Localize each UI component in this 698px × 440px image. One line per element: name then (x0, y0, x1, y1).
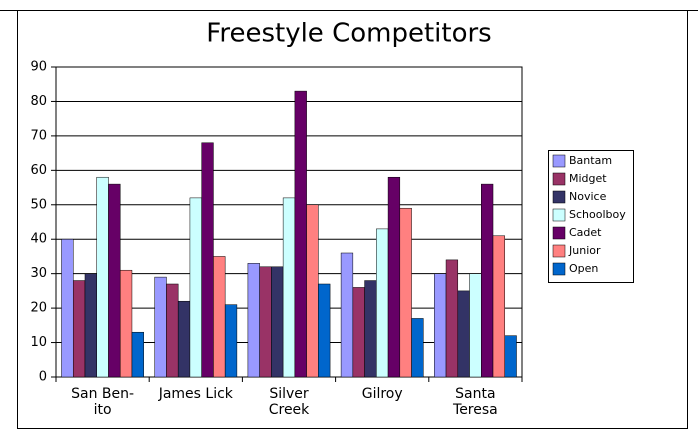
bar (96, 176, 109, 378)
y-tick-label: 80 (30, 94, 47, 109)
bar (247, 263, 260, 378)
legend-swatch (552, 190, 566, 204)
legend-swatch (552, 208, 566, 222)
legend-label: Junior (568, 244, 601, 257)
bar (201, 142, 214, 378)
bar (131, 331, 144, 378)
legend-swatch (552, 172, 566, 186)
bar (387, 176, 401, 378)
y-tick-label: 10 (30, 335, 47, 350)
frame (17, 10, 688, 429)
legend-swatch (552, 154, 566, 168)
bar (457, 290, 470, 378)
bar (492, 235, 506, 378)
bar (177, 300, 191, 378)
bar (282, 197, 296, 378)
legend-label: Novice (569, 190, 607, 203)
bar (294, 90, 307, 378)
y-tick-label: 40 (30, 232, 47, 247)
y-tick-label: 60 (30, 163, 47, 178)
x-tick-label: San Ben- ito (71, 386, 135, 418)
bar (445, 259, 459, 378)
y-tick-label: 70 (30, 128, 47, 143)
x-tick-label: Santa Teresa (453, 386, 498, 418)
chart-title: Freestyle Competitors (206, 19, 491, 49)
x-tick-label: James Lick (158, 386, 233, 402)
bar (411, 318, 424, 378)
x-tick-label: Silver Creek (268, 386, 310, 418)
legend-label: Schoolboy (569, 208, 626, 221)
bar (84, 273, 97, 378)
legend-swatch (552, 262, 566, 276)
bar (469, 273, 482, 378)
bar (434, 273, 447, 378)
bar (72, 280, 86, 378)
bar (306, 204, 319, 378)
bar (108, 183, 121, 378)
bar (364, 280, 377, 378)
legend-label: Open (569, 262, 598, 275)
bar (318, 283, 331, 378)
y-tick-label: 50 (30, 197, 47, 212)
bar (481, 183, 494, 378)
bar (340, 252, 354, 378)
bar (376, 228, 389, 378)
legend-label: Midget (569, 172, 607, 185)
bar (189, 197, 202, 378)
bar (399, 207, 412, 378)
bar (271, 266, 284, 378)
x-tick-label: Gilroy (361, 386, 403, 402)
bar (61, 238, 74, 378)
bar (504, 335, 517, 378)
bar (259, 266, 272, 378)
bar (352, 287, 365, 378)
legend-swatch (552, 226, 566, 240)
y-tick-label: 30 (30, 266, 47, 281)
legend-label: Cadet (569, 226, 602, 239)
legend-label: Bantam (569, 154, 612, 167)
y-tick-label: 90 (30, 60, 47, 75)
y-tick-label: 0 (39, 370, 47, 385)
bar (224, 304, 238, 378)
bar (154, 276, 167, 378)
bar (213, 256, 226, 378)
bar (119, 269, 133, 378)
legend-swatch (552, 244, 566, 258)
y-tick-label: 20 (30, 301, 47, 316)
bar (166, 283, 179, 378)
